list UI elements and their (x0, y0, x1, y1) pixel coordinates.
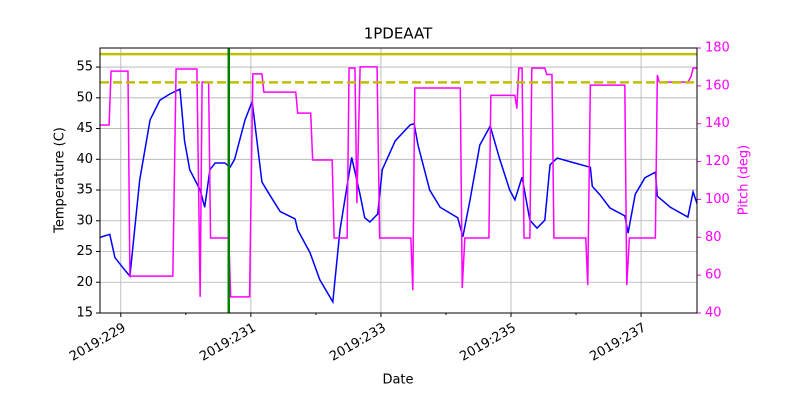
chart-title: 1PDEAAT (364, 25, 433, 43)
y2-tick-label: 40 (705, 306, 722, 321)
y2-tick-label: 100 (705, 192, 730, 207)
y-axis-label: Temperature (C) (53, 127, 68, 234)
y-tick-label: 30 (76, 213, 93, 228)
y-tick-label: 55 (76, 60, 93, 75)
y-tick-label: 45 (76, 121, 93, 136)
y2-tick-label: 80 (705, 230, 722, 245)
y-tick-label: 35 (76, 183, 93, 198)
y2-tick-label: 60 (705, 268, 722, 283)
y-tick-label: 15 (76, 306, 93, 321)
y2-tick-label: 160 (705, 78, 730, 93)
line-series (99, 88, 698, 305)
line-series (100, 66, 697, 298)
y2-axis-label: Pitch (deg) (737, 145, 752, 215)
y-tick-label: 40 (76, 152, 93, 167)
y-tick-label: 20 (76, 275, 93, 290)
plot-frame (99, 47, 698, 314)
y-tick-label: 50 (76, 90, 93, 105)
y-tick-label: 25 (76, 244, 93, 259)
y2-tick-label: 140 (705, 116, 730, 131)
x-axis-label: Date (382, 373, 413, 388)
y2-tick-label: 180 (705, 41, 730, 56)
y2-tick-label: 120 (705, 154, 730, 169)
